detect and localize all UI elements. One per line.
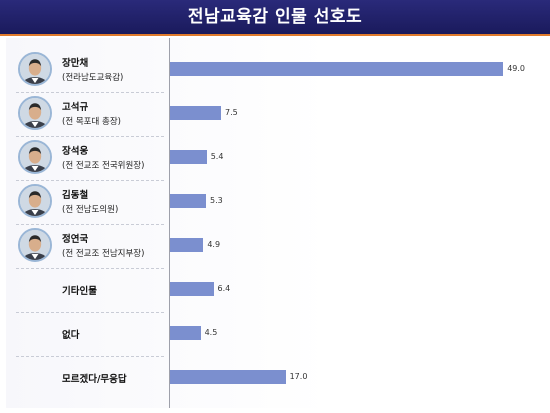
category-name: 기타인물 [62,286,97,297]
bar-value-label: 4.9 [207,240,221,249]
category-name: 모르겠다/무응답 [62,374,127,385]
bar-value-label: 4.5 [204,328,218,337]
category-name: 장만채 [62,58,89,69]
chart-panel: 장만채 (전라남도교육감) 49.0 고석규 (전 목포대 총장) 7.5 장석웅 (전 전교… [6,38,544,408]
row-separator [16,312,164,313]
chart-row: 없다 4.5 [6,312,544,356]
chart-title: 전남교육감 인물 선호도 [187,7,363,27]
row-separator [16,268,164,269]
bar-value-label: 6.4 [217,284,231,293]
value-axis [169,38,170,408]
category-role: (전 전남도의원) [62,205,119,215]
category-role: (전 전교조 전남지부장) [62,249,145,259]
chart-header: 전남교육감 인물 선호도 [0,0,550,36]
category-role: (전 전교조 전국위원장) [62,161,145,171]
row-separator [16,136,164,137]
bar [170,370,286,384]
category-role: (전 목포대 총장) [62,117,121,127]
bar [170,194,207,208]
chart-row: 장석웅 (전 전교조 전국위원장) 5.4 [6,136,544,180]
category-name: 고석규 [62,102,89,113]
bar-value-label: 7.5 [225,108,238,117]
category-name: 김동철 [62,190,89,201]
chart-row: 모르겠다/무응답 17.0 [6,356,544,400]
chart-row: 장만채 (전라남도교육감) 49.0 [6,48,544,92]
bar-value-label: 5.3 [210,196,223,205]
row-separator [16,356,164,357]
bar [170,106,221,120]
bar-value-label: 49.0 [507,64,525,73]
portrait-photo [18,228,52,262]
chart-row: 김동철 (전 전남도의원) 5.3 [6,180,544,224]
category-role: (전라남도교육감) [62,73,124,83]
bar-value-label: 17.0 [289,372,308,381]
category-name: 장석웅 [62,146,89,157]
portrait-photo [18,52,52,86]
category-name: 없다 [62,330,80,341]
row-separator [16,224,164,225]
portrait-photo [18,184,52,218]
chart-row: 정연국 (전 전교조 전남지부장) 4.9 [6,224,544,268]
portrait-photo [18,140,52,174]
row-separator [16,180,164,181]
bar-value-label: 5.4 [210,152,224,161]
bar [170,62,504,76]
bar [170,238,204,252]
chart-row: 고석규 (전 목포대 총장) 7.5 [6,92,544,136]
bar [170,150,207,164]
bar [170,326,201,340]
chart-row: 기타인물 6.4 [6,268,544,312]
portrait-photo [18,96,52,130]
bar [170,282,214,296]
row-separator [16,92,164,93]
category-name: 정연국 [62,234,89,245]
